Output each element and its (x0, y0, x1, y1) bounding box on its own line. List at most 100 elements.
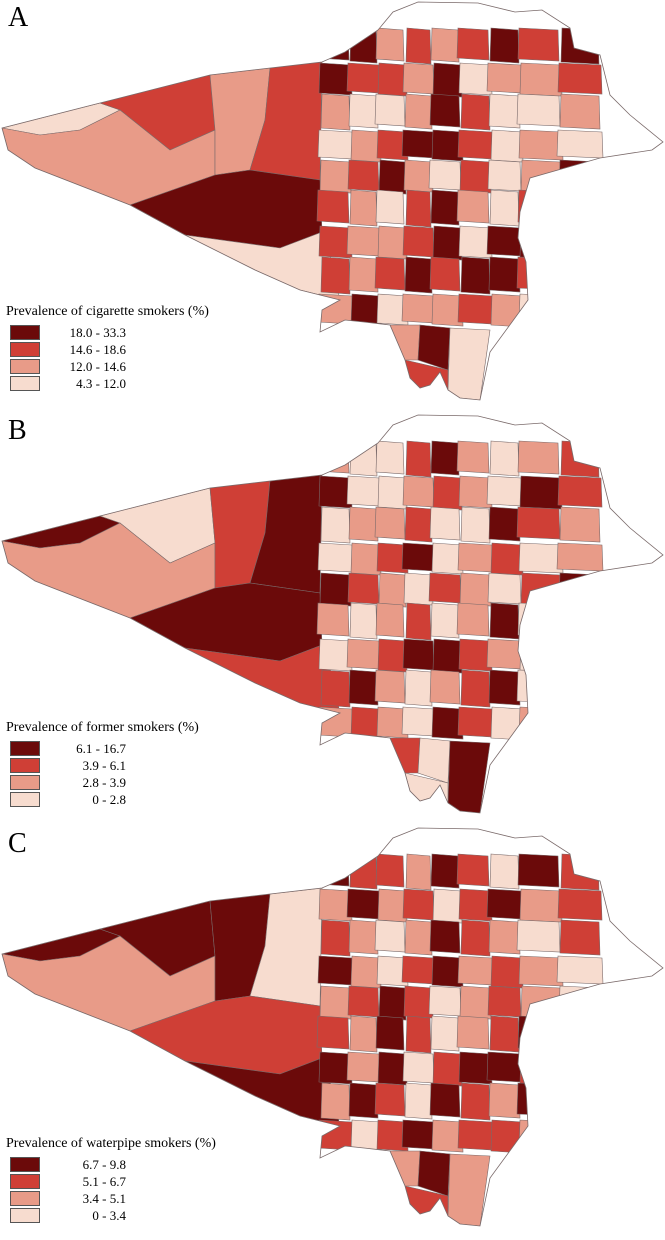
district-region (517, 189, 560, 225)
district-region (320, 93, 351, 131)
district-region (447, 740, 491, 813)
district-region (518, 1119, 564, 1152)
district-region (456, 27, 490, 61)
district-region (430, 1015, 460, 1052)
district-region (556, 706, 604, 737)
district-region (374, 919, 406, 953)
district-region (405, 27, 432, 65)
district-region (516, 256, 561, 291)
district-region (517, 853, 560, 888)
legend-title: Prevalence of waterpipe smokers (%) (6, 1136, 216, 1151)
district-region (319, 159, 352, 194)
district-region (375, 27, 405, 62)
district-region (319, 572, 352, 607)
district-region (348, 256, 379, 293)
district-region (557, 475, 603, 508)
district-region (456, 602, 490, 637)
district-region (516, 919, 561, 953)
legend-item: 4.3 - 12.0 (6, 375, 209, 392)
legend-range: 0 - 3.4 (92, 1207, 126, 1223)
district-region (447, 327, 491, 400)
district-region (486, 888, 523, 920)
city-boundary (1, 1, 664, 401)
district-region (346, 888, 381, 920)
district-region (378, 572, 407, 608)
district-region (402, 62, 435, 95)
district-region (490, 129, 524, 163)
district-region (346, 225, 381, 257)
legend-range: 12.0 - 14.6 (69, 358, 126, 374)
district-region (389, 324, 421, 361)
district-region (316, 1015, 350, 1050)
district-region (350, 129, 382, 163)
district-region (431, 706, 464, 740)
district-region (557, 62, 603, 95)
district-region (490, 706, 524, 741)
district-region (558, 159, 602, 193)
district-region (347, 572, 380, 605)
district-region (404, 256, 433, 294)
district-region (486, 62, 523, 94)
district-region (405, 440, 432, 478)
district-region (519, 475, 563, 510)
district-region (556, 542, 604, 572)
district-region (374, 669, 406, 704)
district-region (516, 669, 561, 704)
district-region (375, 602, 405, 638)
legend: Prevalence of former smokers (%) 6.1 - 1… (6, 720, 199, 808)
district-region (560, 602, 600, 641)
district-region (316, 440, 350, 474)
district-region (487, 159, 522, 192)
district-region (404, 93, 433, 130)
district-region (377, 888, 408, 923)
panel-label: B (8, 415, 27, 446)
legend: Prevalence of waterpipe smokers (%) 6.7 … (6, 1136, 216, 1224)
district-region (490, 955, 524, 989)
district-region (316, 27, 350, 61)
district-region (317, 955, 354, 986)
district-region (402, 638, 435, 671)
district-region (378, 159, 407, 195)
legend-item: 3.9 - 6.1 (6, 757, 199, 774)
panel-label: A (8, 2, 29, 33)
district-region (403, 159, 434, 193)
legend-item: 14.6 - 18.6 (6, 341, 209, 358)
district-region (350, 955, 382, 989)
district-region (460, 256, 491, 295)
district-region (375, 440, 405, 475)
district-region (517, 440, 560, 475)
district-region (405, 602, 432, 641)
district-region (389, 737, 421, 774)
district-region (375, 853, 405, 888)
district-region (320, 669, 351, 708)
district-region (516, 506, 561, 540)
legend-swatch (10, 775, 40, 790)
district-region (558, 985, 602, 1019)
legend-swatch (10, 1191, 40, 1206)
district-region (405, 853, 432, 891)
legend-title: Prevalence of former smokers (%) (6, 720, 199, 735)
district-region (456, 1015, 490, 1050)
district-region (401, 955, 436, 985)
district-region (518, 129, 564, 161)
district-region (488, 256, 521, 293)
district-region (519, 638, 563, 673)
legend-range: 6.1 - 16.7 (76, 740, 126, 756)
district-region (429, 506, 461, 541)
district-region (429, 256, 461, 292)
district-region (518, 706, 564, 739)
district-region (557, 638, 603, 671)
district-region (402, 225, 435, 258)
legend-item: 3.4 - 5.1 (6, 1190, 216, 1207)
district-region (320, 1082, 351, 1121)
district-region (346, 62, 381, 94)
district-region (319, 985, 352, 1020)
district-region (429, 669, 461, 705)
district-region (456, 853, 490, 887)
district-region (377, 225, 408, 260)
district-region (560, 853, 600, 891)
legend-swatch (10, 359, 40, 374)
district-region (377, 638, 408, 673)
legend-swatch (10, 1208, 40, 1223)
district-region (348, 1082, 379, 1119)
